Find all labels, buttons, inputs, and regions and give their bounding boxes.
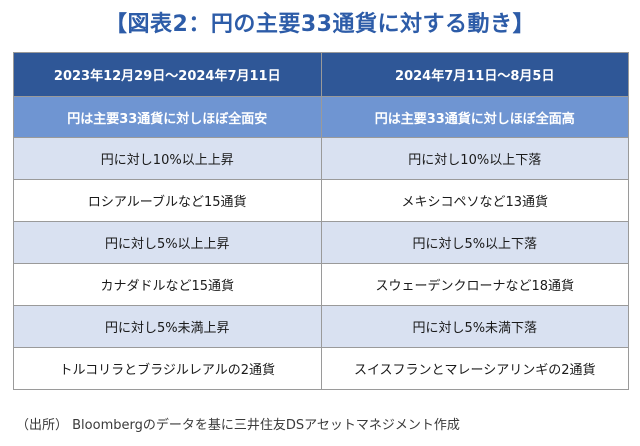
- summary-header-row: 円は主要33通貨に対しほぼ全面安 円は主要33通貨に対しほぼ全面高: [13, 96, 629, 138]
- figure-title: 【図表2：円の主要33通貨に対する動き】: [105, 12, 535, 37]
- table-cell: 円に対し5%以上下落: [320, 221, 629, 264]
- table-cell: 円に対し10%以上下落: [320, 137, 629, 180]
- table-cell: 円に対し5%未満上昇: [13, 305, 322, 348]
- table-cell: トルコリラとブラジルレアルの2通貨: [13, 347, 322, 390]
- table-row: 円に対し5%以上上昇 円に対し5%以上下落: [13, 221, 629, 264]
- table-cell: メキシコペソなど13通貨: [320, 179, 629, 222]
- table-cell: 円に対し10%以上上昇: [13, 137, 322, 180]
- table-row: トルコリラとブラジルレアルの2通貨 スイスフランとマレーシアリンギの2通貨: [13, 347, 629, 390]
- table-row: ロシアルーブルなど15通貨 メキシコペソなど13通貨: [13, 179, 629, 222]
- summary-header-left: 円は主要33通貨に対しほぼ全面安: [13, 96, 322, 138]
- table-cell: カナダドルなど15通貨: [13, 263, 322, 306]
- period-header-left: 2023年12月29日～2024年7月11日: [13, 52, 322, 97]
- period-header-row: 2023年12月29日～2024年7月11日 2024年7月11日～8月5日: [13, 52, 629, 97]
- currency-movement-table: 2023年12月29日～2024年7月11日 2024年7月11日～8月5日 円…: [13, 52, 629, 390]
- table-cell: 円に対し5%未満下落: [320, 305, 629, 348]
- summary-header-right: 円は主要33通貨に対しほぼ全面高: [320, 96, 629, 138]
- table-cell: ロシアルーブルなど15通貨: [13, 179, 322, 222]
- source-note: （出所） Bloombergのデータを基に三井住友DSアセットマネジメント作成: [16, 418, 460, 433]
- table-cell: 円に対し5%以上上昇: [13, 221, 322, 264]
- table-cell: スイスフランとマレーシアリンギの2通貨: [320, 347, 629, 390]
- table-row: 円に対し5%未満上昇 円に対し5%未満下落: [13, 305, 629, 348]
- table-row: 円に対し10%以上上昇 円に対し10%以上下落: [13, 137, 629, 180]
- table-cell: スウェーデンクローナなど18通貨: [320, 263, 629, 306]
- period-header-right: 2024年7月11日～8月5日: [320, 52, 629, 97]
- table-row: カナダドルなど15通貨 スウェーデンクローナなど18通貨: [13, 263, 629, 306]
